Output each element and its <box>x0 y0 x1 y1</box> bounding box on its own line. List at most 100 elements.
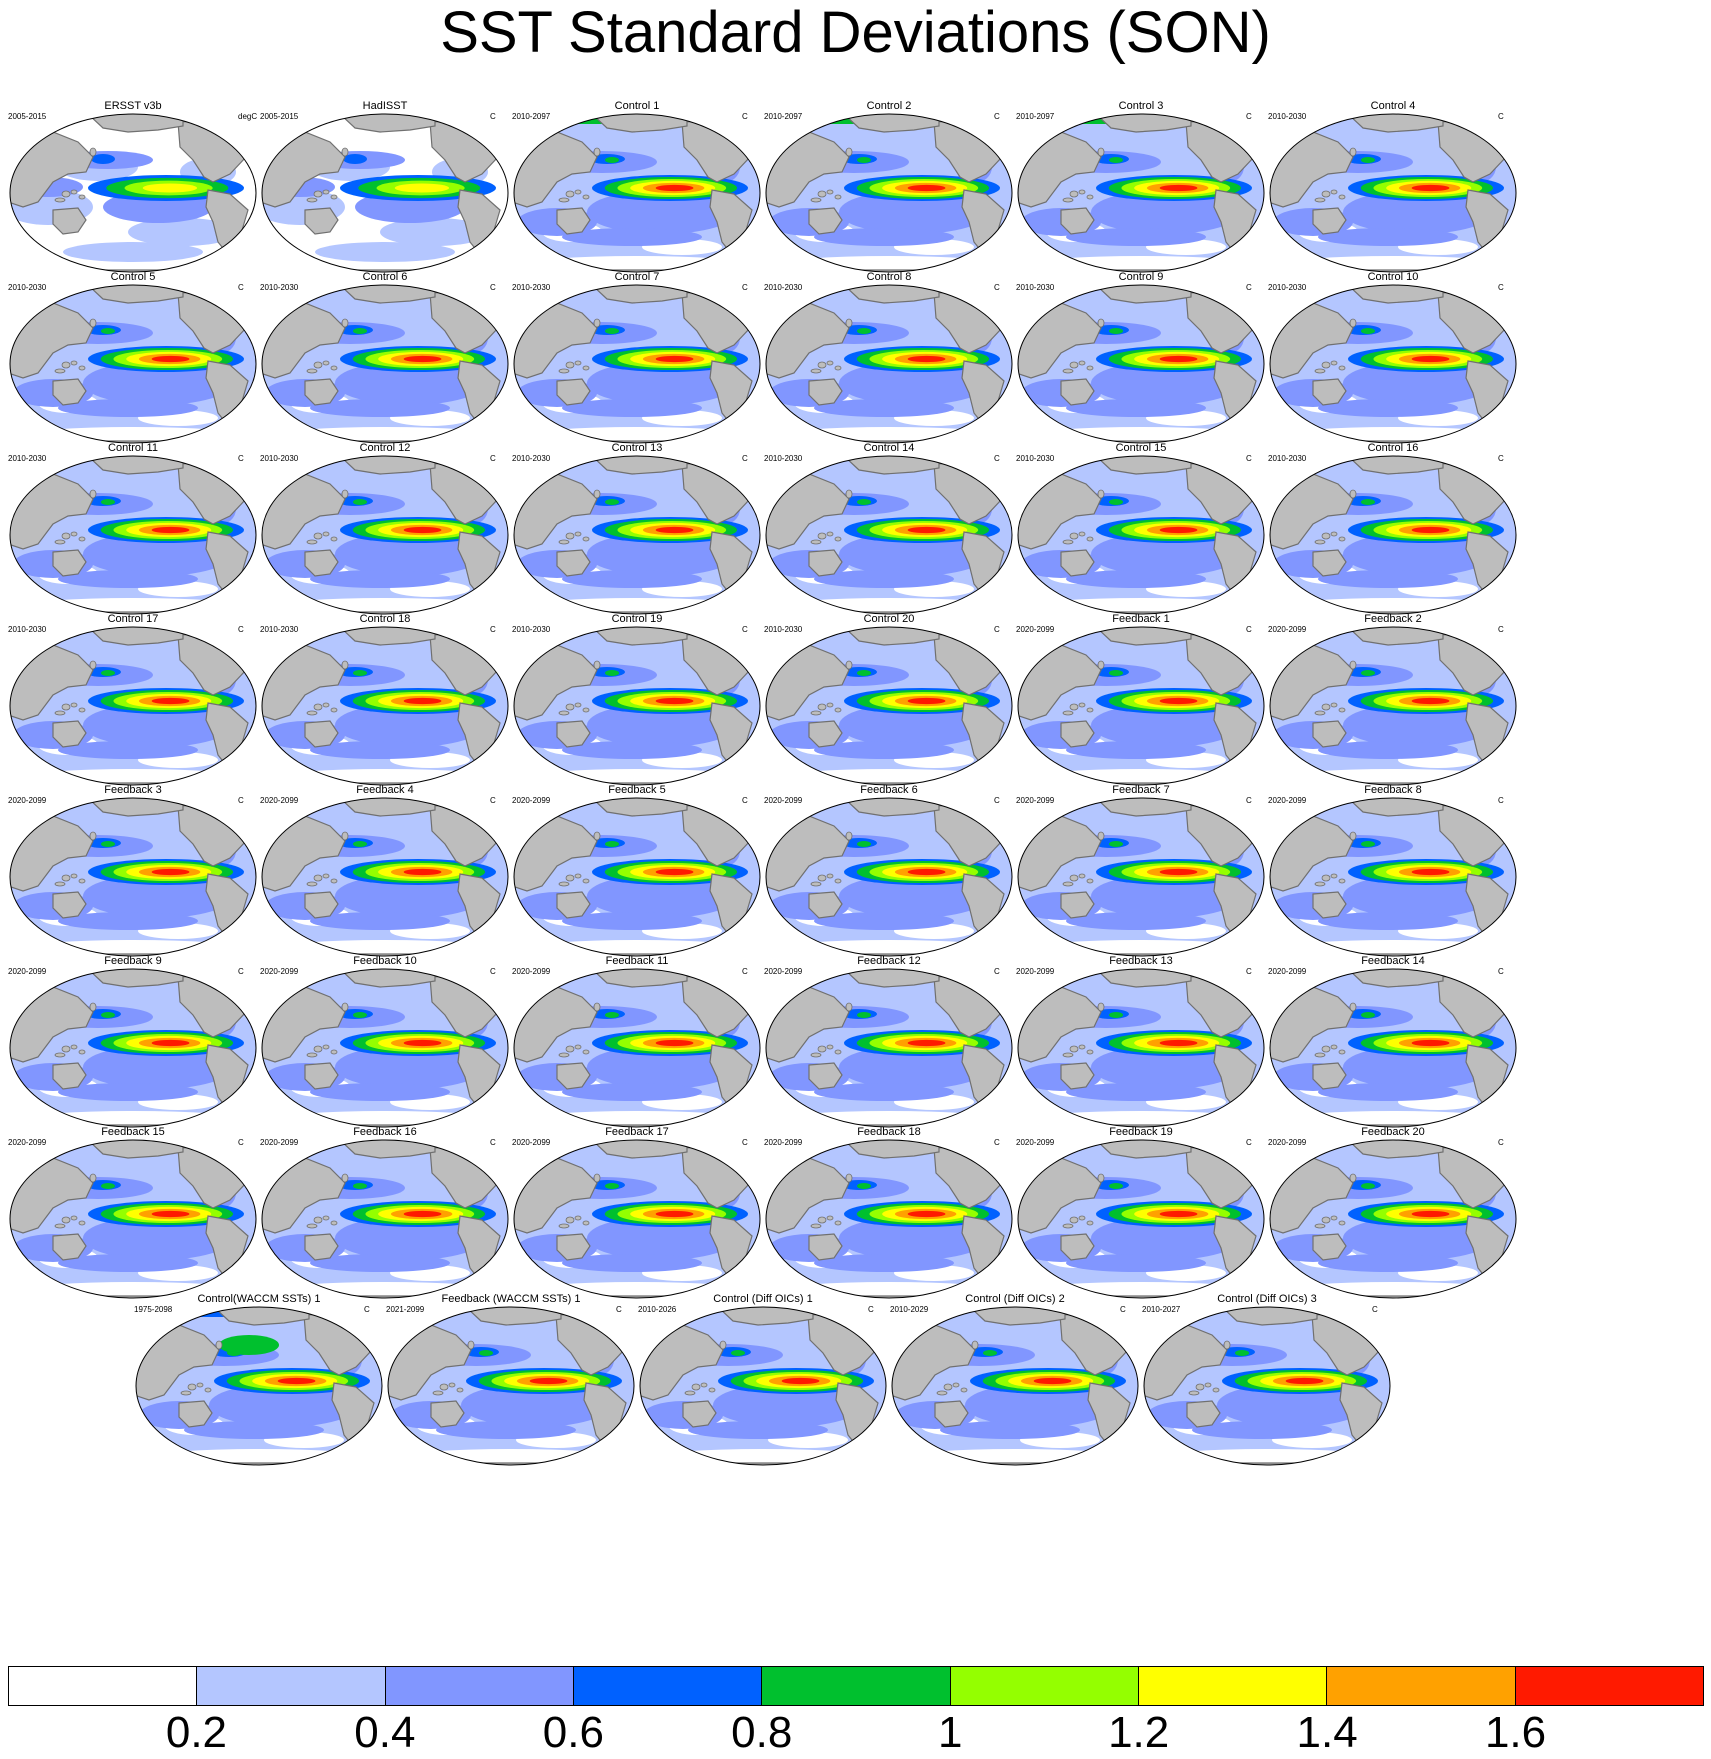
panel-title: Feedback 13 <box>1109 955 1173 967</box>
sst-band <box>1192 1421 1332 1439</box>
world-map <box>9 455 257 615</box>
land-mass <box>1186 1400 1221 1428</box>
island <box>341 1002 349 1012</box>
colorbar-swatch <box>385 1667 574 1705</box>
panel-title: Control (Diff OICs) 2 <box>965 1293 1065 1305</box>
sst-band <box>1066 1083 1206 1101</box>
kuroshio-core <box>605 670 619 676</box>
map-border <box>261 284 509 444</box>
sst-band <box>1343 874 1493 918</box>
colorbar-labels: 0.2 0.4 0.6 0.8 1 1.2 1.4 1.6 <box>0 1708 1711 1758</box>
sst-band <box>1091 361 1241 405</box>
world-map <box>765 455 1013 615</box>
map-panel: Control 8 2010-2030 C <box>764 271 1046 461</box>
panel-period: 2020-2099 <box>1268 796 1307 805</box>
island <box>61 1045 71 1053</box>
kuroshio-core <box>353 670 367 676</box>
panel-unit: C <box>742 625 748 634</box>
colorbar-tick-label: 0.4 <box>354 1708 416 1757</box>
panel-unit: C <box>1498 454 1504 463</box>
map-border <box>513 284 761 444</box>
sst-band <box>335 1216 485 1260</box>
panel-title: Control 17 <box>107 613 159 625</box>
world-map <box>513 626 761 786</box>
colorbar-swatch <box>9 1667 198 1705</box>
island <box>306 197 318 203</box>
panel-unit: C <box>1120 1305 1126 1314</box>
kuroshio-core <box>605 1012 619 1018</box>
island <box>574 360 582 366</box>
world-map <box>765 113 1013 273</box>
island <box>817 532 827 540</box>
sst-band <box>839 874 989 918</box>
enso-tongue-contour <box>151 1039 190 1047</box>
panel-period: 2020-2099 <box>512 796 551 805</box>
land-mass <box>338 456 436 475</box>
land-mass <box>590 285 688 304</box>
island <box>582 1220 590 1226</box>
sst-band <box>310 570 450 588</box>
enso-tongue-contour <box>151 1210 190 1218</box>
island <box>565 874 575 882</box>
panel-unit: C <box>742 967 748 976</box>
island <box>306 368 318 374</box>
land-mass <box>556 891 591 919</box>
island <box>1069 1216 1079 1224</box>
panel-title: Feedback 5 <box>608 784 666 796</box>
map-panel: Control 11 2010-2030 C <box>8 442 290 632</box>
map-border <box>765 968 1013 1128</box>
map-border <box>1143 1306 1391 1466</box>
island <box>341 1173 349 1183</box>
map-panel: Feedback 19 2020-2099 C <box>1016 1126 1298 1316</box>
map-panel: Feedback 13 2020-2099 C <box>1016 955 1298 1145</box>
land-mass <box>1346 285 1444 304</box>
panel-unit: C <box>1246 454 1252 463</box>
island <box>1349 831 1357 841</box>
island <box>565 1045 575 1053</box>
island <box>943 1383 953 1391</box>
island <box>1321 190 1331 198</box>
land-mass <box>842 1140 940 1159</box>
island <box>558 197 570 203</box>
sst-band <box>58 741 198 759</box>
island <box>341 489 349 499</box>
map-panel: Control 10 2010-2030 C <box>1268 271 1550 461</box>
panel-period: 2020-2099 <box>1016 625 1055 634</box>
land-mass <box>808 207 843 235</box>
panel-title: Feedback 2 <box>1364 613 1422 625</box>
enso-tongue-contour <box>655 868 694 876</box>
island <box>952 1382 960 1388</box>
land-mass <box>212 1307 310 1326</box>
panel-title: Feedback 4 <box>356 784 414 796</box>
island <box>78 878 86 884</box>
island <box>432 1390 444 1396</box>
sst-band <box>1318 228 1458 246</box>
sst-band <box>587 874 737 918</box>
island <box>70 702 78 708</box>
island <box>54 710 66 716</box>
land-mass <box>1094 969 1192 988</box>
panel-unit: C <box>994 1138 1000 1147</box>
kuroshio-core <box>605 841 619 847</box>
panel-period: 2010-2030 <box>260 625 299 634</box>
island <box>187 1383 197 1391</box>
map-border <box>1269 455 1517 615</box>
land-mass <box>52 207 87 235</box>
panel-title: Control 4 <box>1370 100 1416 112</box>
island <box>204 1387 212 1393</box>
panel-period: 2010-2030 <box>260 283 299 292</box>
enso-tongue-contour <box>394 183 450 193</box>
kuroshio-core <box>101 841 115 847</box>
island <box>810 368 822 374</box>
southern-ocean-strip <box>10 262 256 272</box>
land-mass <box>1346 456 1444 475</box>
panel-unit: C <box>490 1138 496 1147</box>
sst-band <box>814 228 954 246</box>
sst-band <box>310 399 450 417</box>
enso-tongue-contour <box>529 1377 568 1385</box>
map-panel: ERSST v3b 2005-2015 degC <box>8 100 290 290</box>
land-mass <box>304 1233 339 1261</box>
panel-period: 2020-2099 <box>764 796 803 805</box>
world-map <box>9 1139 257 1299</box>
world-map <box>9 626 257 786</box>
